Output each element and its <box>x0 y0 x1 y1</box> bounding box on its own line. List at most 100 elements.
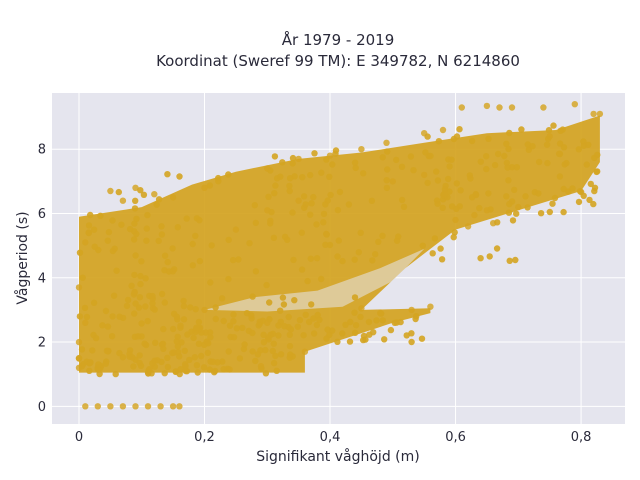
scatter-point <box>450 234 457 241</box>
scatter-point <box>173 338 180 345</box>
scatter-point <box>310 330 318 337</box>
scatter-point <box>89 347 96 354</box>
scatter-point <box>218 295 226 302</box>
scatter-point <box>176 403 183 410</box>
scatter-point <box>433 168 440 175</box>
scatter-point <box>109 217 116 224</box>
scatter-point <box>496 104 503 111</box>
scatter-point <box>535 158 543 166</box>
scatter-point <box>334 338 341 345</box>
scatter-point <box>249 329 256 337</box>
scatter-point <box>85 229 92 236</box>
scatter-point <box>143 225 150 232</box>
scatter-point <box>351 294 359 301</box>
scatter-point <box>391 319 398 326</box>
scatter-point <box>264 334 272 341</box>
scatter-point <box>518 126 525 133</box>
scatter-point <box>102 360 110 367</box>
scatter-point <box>133 215 140 222</box>
scatter-point <box>169 403 177 410</box>
scatter-point <box>193 324 200 331</box>
scatter-point <box>408 330 415 337</box>
scatter-point <box>252 219 259 227</box>
scatter-point <box>102 307 110 315</box>
scatter-point <box>174 224 181 231</box>
scatter-point <box>302 201 309 208</box>
scatter-point <box>140 191 148 198</box>
scatter-point <box>590 200 597 208</box>
scatter-point <box>389 178 396 185</box>
scatter-point <box>225 171 232 178</box>
scatter-point <box>372 251 379 258</box>
scatter-point <box>477 158 484 165</box>
scatter-point <box>180 302 188 310</box>
scatter-point <box>453 133 461 140</box>
scatter-point <box>383 139 390 146</box>
scatter-point <box>575 198 583 206</box>
scatter-point <box>119 197 127 204</box>
scatter-point <box>339 330 346 337</box>
scatter-point <box>149 360 156 367</box>
scatter-point <box>116 313 123 320</box>
scatter-point <box>212 304 219 311</box>
scatter-point <box>257 363 265 370</box>
scatter-point <box>169 325 177 333</box>
scatter-point <box>320 219 327 226</box>
scatter-point <box>384 148 391 155</box>
scatter-point <box>286 342 294 350</box>
scatter-point <box>273 367 280 374</box>
scatter-point <box>236 355 244 362</box>
scatter-point <box>456 126 463 133</box>
scatter-point <box>513 164 521 171</box>
scatter-point <box>233 325 240 332</box>
scatter-point <box>104 323 112 330</box>
scatter-point <box>152 339 159 346</box>
scatter-point <box>335 237 342 244</box>
scatter-point <box>161 252 169 259</box>
scatter-point <box>90 226 98 233</box>
scatter-point <box>132 184 139 191</box>
scatter-point <box>491 161 499 169</box>
scatter-point <box>295 197 302 204</box>
scatter-point <box>505 177 512 184</box>
scatter-point <box>176 353 183 360</box>
scatter-point <box>365 318 373 326</box>
scatter-point <box>513 210 520 217</box>
scatter-point <box>138 258 145 265</box>
scatter-point <box>594 168 601 175</box>
scatter-point <box>158 223 165 230</box>
scatter-point <box>490 220 497 227</box>
scatter-point <box>329 327 336 334</box>
scatter-point <box>437 245 444 252</box>
scatter-point <box>379 232 386 239</box>
scatter-point <box>264 207 271 214</box>
scatter-point <box>418 335 426 342</box>
scatter-point <box>314 311 321 319</box>
scatter-point <box>505 145 512 153</box>
scatter-point <box>483 153 490 160</box>
scatter-point <box>119 403 127 410</box>
scatter-point <box>85 222 93 229</box>
scatter-point <box>467 175 474 182</box>
scatter-point <box>369 257 376 264</box>
scatter-point <box>318 169 325 176</box>
scatter-point <box>410 167 417 174</box>
scatter-point <box>226 366 233 373</box>
scatter-point <box>194 369 201 376</box>
scatter-point <box>137 272 144 280</box>
scatter-point <box>493 245 501 252</box>
scatter-point <box>155 196 163 203</box>
scatter-point <box>381 336 388 343</box>
scatter-point <box>334 253 341 260</box>
scatter-point <box>116 349 123 357</box>
scatter-point <box>555 150 563 157</box>
scatter-point <box>368 197 376 204</box>
scatter-point <box>468 137 476 145</box>
scatter-point <box>264 165 271 172</box>
scatter-point <box>322 241 329 248</box>
scatter-point <box>76 313 84 320</box>
scatter-point <box>182 367 189 375</box>
scatter-point <box>355 249 362 256</box>
scatter-point <box>248 312 255 319</box>
scatter-point <box>508 164 516 171</box>
